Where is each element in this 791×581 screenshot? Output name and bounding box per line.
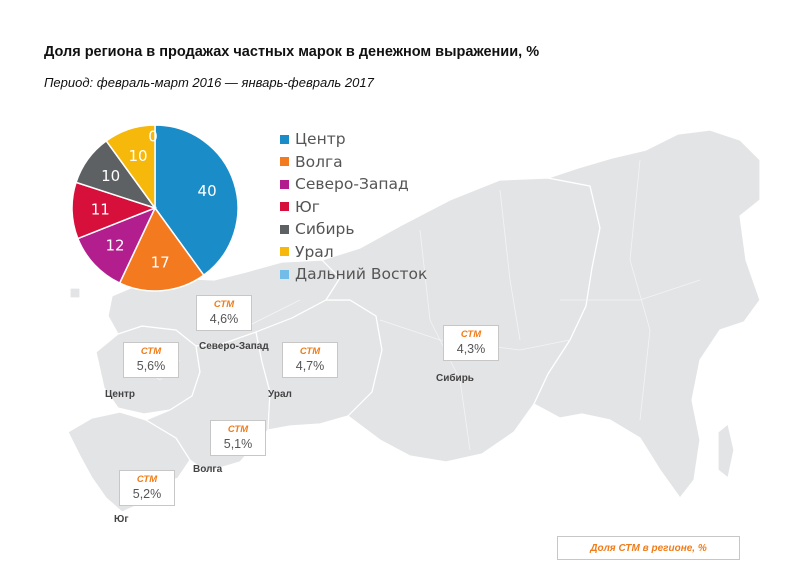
stm-legend-note: Доля СТМ в регионе, % <box>557 536 740 560</box>
stm-box-volga: СТМ 5,1% <box>210 420 266 456</box>
legend-item-far-east: Дальний Восток <box>280 263 427 286</box>
stm-value: 5,2% <box>132 487 162 501</box>
stm-value: 5,6% <box>136 359 166 373</box>
pie-data-label: 11 <box>91 201 110 219</box>
pie-data-label: 12 <box>106 236 125 254</box>
stm-value: 4,7% <box>295 359 325 373</box>
legend-item-siberia: Сибирь <box>280 218 427 241</box>
region-name-volga: Волга <box>193 464 223 475</box>
legend-swatch <box>280 157 289 167</box>
pie-slice <box>118 206 205 292</box>
stm-box-northwest: СТМ 4,6% <box>196 295 252 331</box>
stm-value: 4,3% <box>456 342 486 356</box>
pie-slice <box>154 124 239 277</box>
stm-box-ural: СТМ 4,7% <box>282 342 338 378</box>
legend-swatch <box>280 269 289 279</box>
pie-data-label: 10 <box>101 167 120 185</box>
map-island-kaliningrad <box>69 287 81 299</box>
legend-swatch <box>280 202 289 212</box>
stm-value: 4,6% <box>209 312 239 326</box>
stm-box-center: СТМ 5,6% <box>123 342 179 378</box>
legend-label: Сибирь <box>295 220 355 239</box>
region-name-northwest: Северо-Запад <box>199 341 269 352</box>
legend-item-northwest: Северо-Запад <box>280 173 427 196</box>
stm-label: СТМ <box>140 346 162 357</box>
stm-box-siberia: СТМ 4,3% <box>443 325 499 361</box>
legend-item-center: Центр <box>280 128 427 151</box>
region-name-ural: Урал <box>268 389 292 400</box>
pie-data-label: 10 <box>129 147 148 165</box>
legend-swatch <box>280 224 289 234</box>
stm-label: СТМ <box>136 474 158 485</box>
pie-data-label: 17 <box>151 254 170 272</box>
legend-label: Центр <box>295 130 346 149</box>
pie-slice <box>105 124 156 211</box>
region-name-south: Юг <box>114 514 129 525</box>
legend-swatch <box>280 134 289 144</box>
legend-label: Волга <box>295 152 343 171</box>
legend-label: Северо-Запад <box>295 175 409 194</box>
stm-label: СТМ <box>227 424 249 435</box>
chart-legend: Центр Волга Северо-Запад Юг Сибирь Урал … <box>280 128 427 286</box>
map-island-sakhalin <box>717 423 735 479</box>
stm-value: 5,1% <box>223 437 253 451</box>
stm-label: СТМ <box>460 329 482 340</box>
pie-slice <box>76 206 157 285</box>
pie-data-label: 0 <box>148 128 158 146</box>
stm-box-south: СТМ 5,2% <box>119 470 175 506</box>
legend-swatch <box>280 247 289 257</box>
stm-label: СТМ <box>299 346 321 357</box>
region-name-siberia: Сибирь <box>436 373 474 384</box>
region-name-center: Центр <box>105 389 136 400</box>
legend-swatch <box>280 179 289 189</box>
map-region-far-east <box>533 129 761 499</box>
legend-item-ural: Урал <box>280 241 427 264</box>
legend-item-volga: Волга <box>280 151 427 174</box>
legend-label: Юг <box>295 197 320 216</box>
legend-item-south: Юг <box>280 196 427 219</box>
pie-data-label: 40 <box>198 182 217 200</box>
chart-title: Доля региона в продажах частных марок в … <box>44 44 540 60</box>
chart-subtitle: Период: февраль-март 2016 — январь-февра… <box>44 75 374 90</box>
legend-label: Урал <box>295 242 334 261</box>
stm-label: СТМ <box>213 299 235 310</box>
legend-label: Дальний Восток <box>295 265 428 284</box>
